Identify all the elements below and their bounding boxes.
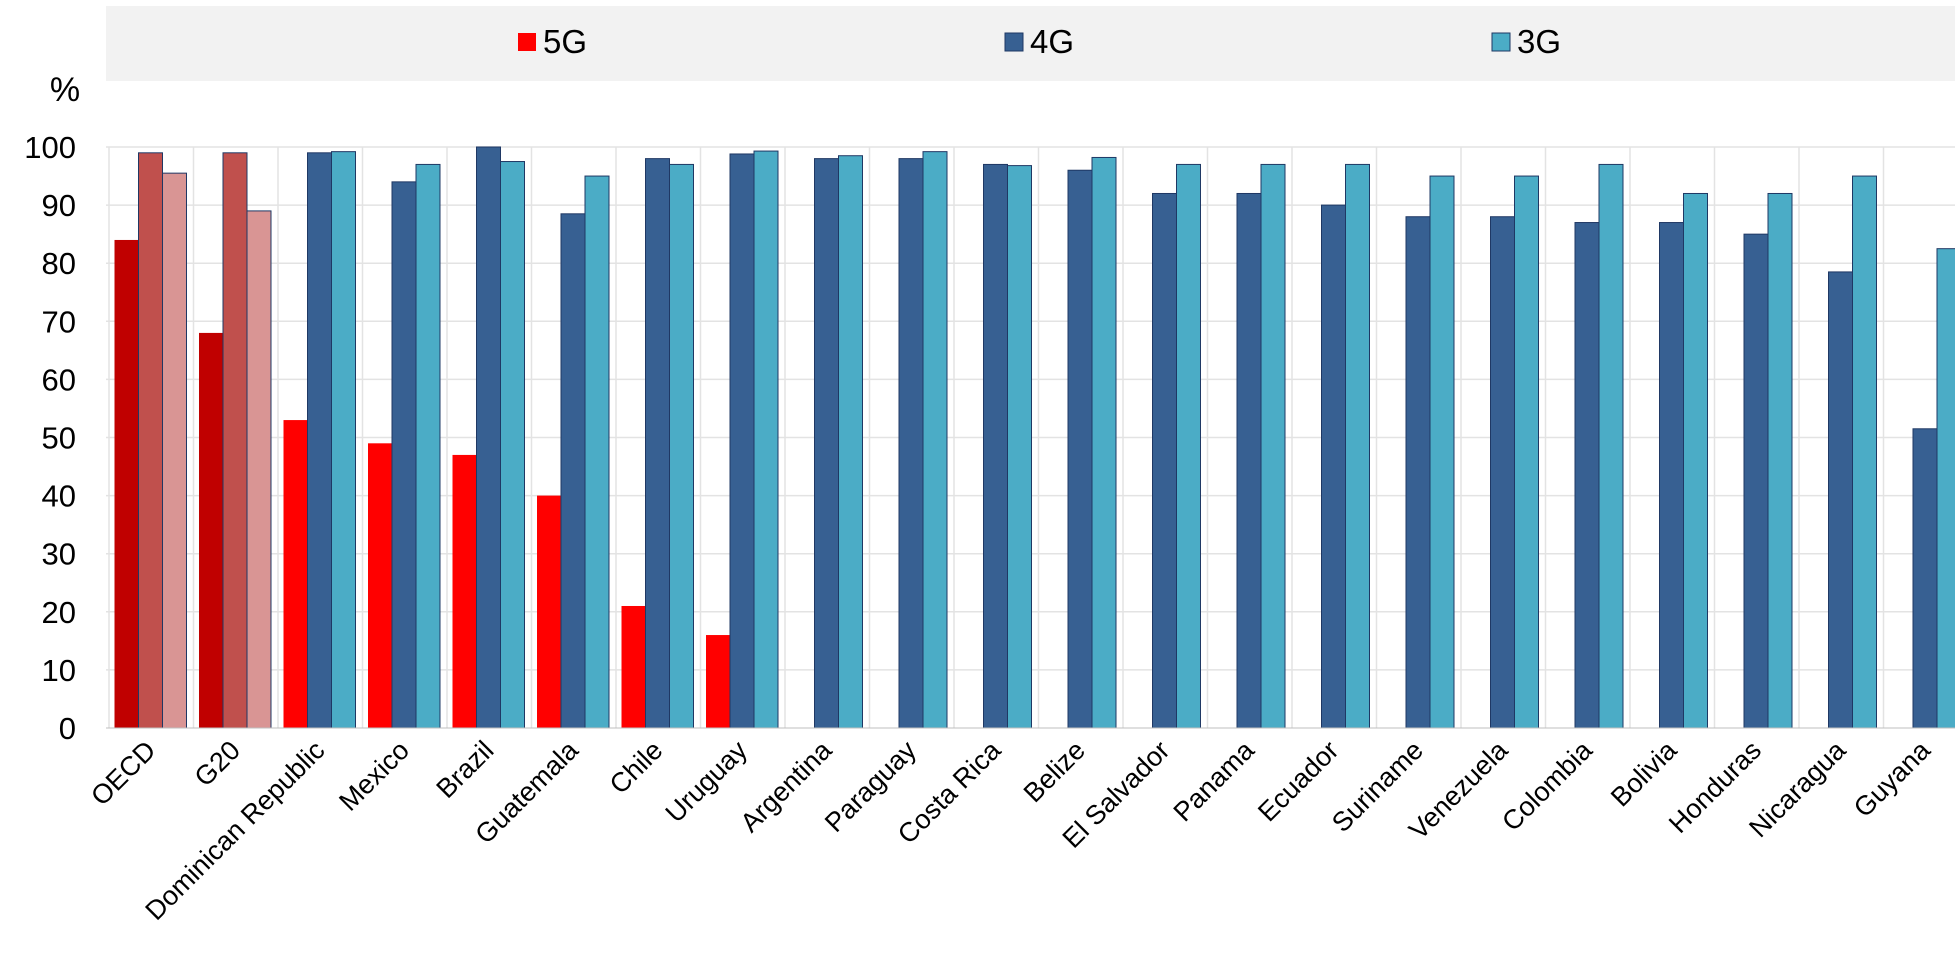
bar-3g-ecuador	[1345, 163, 1370, 729]
bar-4g-panama	[1236, 192, 1262, 729]
bar-4g-paraguay	[898, 158, 924, 729]
bar-5g-oecd	[114, 239, 139, 728]
bar-3g-costa-rica	[1007, 165, 1032, 729]
legend: 5G 4G 3G	[518, 23, 1561, 60]
bar-4g-g20	[222, 152, 248, 729]
y-tick-label: 40	[42, 479, 76, 514]
legend-label-5g: 5G	[543, 23, 587, 60]
bar-4g-costa-rica	[983, 163, 1008, 729]
y-tick-label: 70	[42, 304, 76, 339]
bar-3g-venezuela	[1514, 175, 1539, 729]
y-tick-label: 60	[42, 362, 76, 397]
bar-4g-venezuela	[1490, 216, 1515, 729]
y-tick-label: 20	[42, 595, 76, 630]
bar-4g-guyana	[1912, 428, 1938, 729]
bar-5g-g20	[199, 332, 223, 728]
bar-3g-argentina	[838, 155, 863, 729]
x-tick-label: Mexico	[333, 735, 415, 817]
legend-swatch-3g	[1491, 32, 1511, 52]
x-tick-label: Colombia	[1496, 734, 1599, 837]
bar-3g-paraguay	[922, 151, 948, 729]
bar-4g-honduras	[1743, 233, 1769, 729]
bar-3g-colombia	[1598, 163, 1624, 729]
x-tick-label: OECD	[85, 735, 161, 811]
x-tick-label: Panama	[1168, 734, 1261, 827]
y-tick-label: 50	[42, 421, 76, 456]
bar-3g-chile	[669, 163, 694, 729]
x-tick-label: Brazil	[431, 735, 500, 804]
bar-4g-colombia	[1574, 222, 1600, 729]
bar-4g-suriname	[1405, 216, 1431, 729]
bar-3g-el-salvador	[1176, 163, 1201, 729]
y-tick-label: 30	[42, 537, 76, 572]
x-tick-label: Guyana	[1848, 734, 1937, 823]
bar-3g-honduras	[1767, 192, 1793, 729]
bar-3g-oecd	[162, 172, 187, 729]
bar-4g-bolivia	[1659, 222, 1684, 729]
bar-3g-suriname	[1429, 175, 1455, 729]
y-tick-label: 80	[42, 246, 76, 281]
bar-4g-el-salvador	[1152, 192, 1177, 729]
bar-3g-uruguay	[753, 150, 779, 729]
bar-5g-uruguay	[706, 635, 730, 728]
bar-4g-chile	[645, 158, 670, 729]
y-tick-label: 100	[24, 130, 76, 165]
bar-5g-mexico	[368, 443, 392, 728]
bar-4g-nicaragua	[1828, 271, 1853, 729]
y-axis-label: %	[50, 71, 80, 109]
y-axis-ticks: 0 10 20 30 40 50 60 70 80 90 100	[24, 130, 76, 746]
x-tick-label: Argentina	[735, 734, 839, 838]
bar-3g-panama	[1260, 163, 1286, 729]
legend-swatch-5g	[518, 33, 536, 51]
bar-4g-belize	[1067, 169, 1093, 729]
bar-3g-nicaragua	[1852, 175, 1877, 729]
x-tick-label: Bolivia	[1605, 734, 1683, 812]
bar-5g-brazil	[452, 454, 477, 728]
bar-3g-brazil	[500, 161, 525, 729]
bar-4g-uruguay	[729, 153, 755, 729]
bar-4g-mexico	[391, 181, 417, 729]
bars	[114, 146, 1955, 729]
bar-4g-brazil	[476, 146, 501, 729]
x-tick-label: G20	[189, 735, 246, 792]
bar-4g-dominican-republic	[307, 152, 332, 729]
bar-3g-belize	[1091, 156, 1117, 729]
x-tick-label: Belize	[1018, 735, 1091, 808]
x-tick-label: Chile	[604, 735, 669, 800]
bar-3g-guyana	[1936, 248, 1955, 729]
bar-4g-guatemala	[560, 213, 586, 729]
bar-4g-ecuador	[1321, 204, 1346, 729]
bar-4g-oecd	[138, 152, 163, 729]
legend-label-3g: 3G	[1517, 23, 1561, 60]
bar-3g-bolivia	[1683, 192, 1708, 729]
bar-3g-g20	[246, 210, 272, 729]
bar-3g-dominican-republic	[331, 151, 356, 729]
y-tick-label: 0	[59, 711, 76, 746]
y-tick-label: 10	[42, 653, 76, 688]
legend-label-4g: 4G	[1030, 23, 1074, 60]
bar-3g-guatemala	[584, 175, 610, 729]
y-tick-label: 90	[42, 188, 76, 223]
bar-4g-argentina	[814, 158, 839, 729]
bar-3g-mexico	[415, 163, 441, 729]
legend-swatch-4g	[1004, 32, 1024, 52]
bar-5g-dominican-republic	[283, 420, 308, 728]
legend-background	[106, 6, 1955, 81]
bar-5g-chile	[621, 605, 646, 728]
bar-5g-guatemala	[537, 495, 561, 728]
